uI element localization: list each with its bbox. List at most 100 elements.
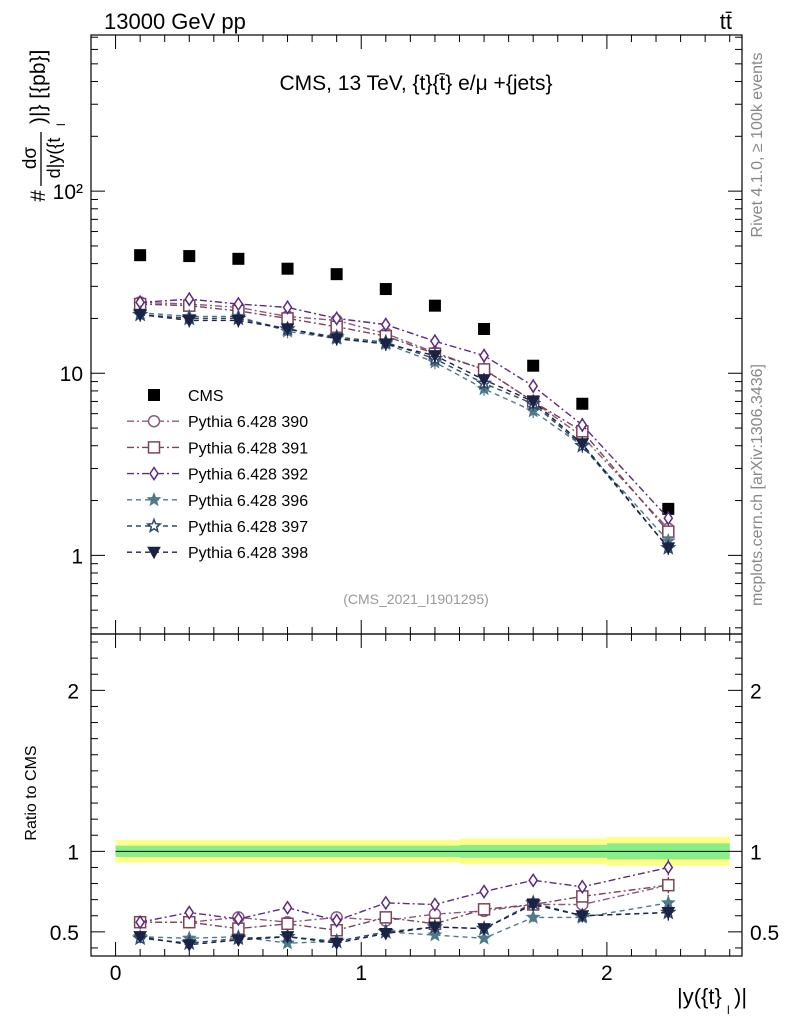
ylabel-subscript: l xyxy=(54,123,68,126)
data-point xyxy=(331,311,342,326)
legend-label: Pythia 6.428 397 xyxy=(188,519,308,536)
data-point xyxy=(430,897,440,912)
data-point xyxy=(576,397,589,410)
legend-entry: Pythia 6.428 390 xyxy=(127,414,308,431)
xlabel-main: |y({t} xyxy=(677,984,722,1009)
data-point xyxy=(662,878,675,892)
data-point xyxy=(663,860,674,875)
legend-entry: Pythia 6.428 397 xyxy=(127,517,308,536)
main-series-pythia-6-428-398 xyxy=(133,307,676,555)
ratio-ytick-label-right: 1 xyxy=(750,841,762,864)
data-point xyxy=(378,338,393,351)
data-point xyxy=(232,252,245,265)
data-point xyxy=(281,262,294,275)
data-point xyxy=(526,898,541,912)
data-point xyxy=(477,903,491,916)
legend-entry: CMS xyxy=(148,388,224,405)
process-label: tt̄ xyxy=(720,9,732,34)
data-point xyxy=(430,333,440,349)
legend-label: Pythia 6.428 398 xyxy=(188,545,308,562)
ylabel-suffix: )|} [{pb}] xyxy=(27,50,50,124)
ratio-ytick-label-right: 2 xyxy=(750,680,762,703)
data-point xyxy=(182,939,197,952)
ratio-ylabel: Ratio to CMS xyxy=(23,745,40,840)
series-line xyxy=(140,313,669,549)
main-ylabel: # dσ d|y({t l )|} [{pb}] xyxy=(20,50,68,202)
data-point xyxy=(329,333,344,346)
main-ytick-label: 10² xyxy=(53,181,83,204)
data-point xyxy=(428,921,442,935)
main-ytick-label: 1 xyxy=(71,545,83,568)
ratio-ytick-label: 0.5 xyxy=(50,922,79,945)
data-point xyxy=(577,417,588,433)
data-point xyxy=(133,309,147,322)
data-point xyxy=(231,314,246,328)
data-point xyxy=(280,931,295,944)
data-point xyxy=(526,395,541,409)
series-line xyxy=(140,312,669,542)
legend-marker xyxy=(147,441,161,454)
data-point xyxy=(233,911,244,927)
main-series-pythia-6-428-392 xyxy=(135,291,674,526)
xlabel-subscript: l xyxy=(727,1003,730,1017)
legend-label: Pythia 6.428 391 xyxy=(188,440,308,457)
data-point xyxy=(330,268,343,281)
ylabel-numerator: dσ xyxy=(20,147,41,170)
series-line xyxy=(140,301,669,530)
analysis-id: (CMS_2021_I1901295) xyxy=(343,591,489,607)
ratio-bands-layer xyxy=(115,836,730,866)
data-point xyxy=(577,879,588,895)
data-point xyxy=(478,322,491,335)
data-point xyxy=(379,283,392,296)
ratio-frame xyxy=(90,633,743,957)
data-point xyxy=(380,317,391,332)
legend-entry: Pythia 6.428 396 xyxy=(127,491,308,510)
source-label: mcplots.cern.ch [arXiv:1306.3436] xyxy=(749,364,766,606)
data-point xyxy=(282,900,293,916)
legend-marker xyxy=(148,389,160,401)
data-point xyxy=(331,913,342,928)
ratio-series-layer xyxy=(132,859,677,952)
ratio-series-pythia-6-428-398 xyxy=(133,898,676,952)
data-point xyxy=(182,314,197,328)
xtick-label: 1 xyxy=(355,962,367,985)
legend-marker xyxy=(149,466,159,481)
xtick-label: 0 xyxy=(110,962,122,985)
main-axes: 1 10 10² xyxy=(53,35,742,634)
data-point xyxy=(525,909,541,924)
legend-entry: Pythia 6.428 398 xyxy=(127,545,308,562)
legend: CMS Pythia 6.428 390 Pythia 6.428 391 Pythi… xyxy=(127,388,308,562)
ratio-series-pythia-6-428-392 xyxy=(135,859,674,930)
ratio-series-pythia-6-428-390 xyxy=(133,877,675,929)
legend-marker xyxy=(147,546,161,560)
main-series-layer xyxy=(132,249,677,555)
legend-marker xyxy=(145,517,163,533)
legend-marker xyxy=(146,491,162,507)
data-point xyxy=(477,923,491,936)
xlabel: |y({t} l )| xyxy=(677,984,747,1017)
data-point xyxy=(477,374,491,387)
data-point xyxy=(479,348,489,363)
legend-entry: Pythia 6.428 391 xyxy=(127,440,308,457)
data-point xyxy=(661,542,676,555)
series-line xyxy=(140,298,669,519)
data-point xyxy=(183,250,196,263)
data-point xyxy=(575,910,590,923)
series-line xyxy=(140,902,669,944)
series-line xyxy=(140,884,669,931)
main-title: CMS, 13 TeV, {t}{t̄} e/μ +{jets} xyxy=(279,72,552,95)
ylabel-prefix: # xyxy=(27,190,50,202)
data-point xyxy=(379,911,393,924)
legend-label: Pythia 6.428 392 xyxy=(188,467,308,484)
data-point xyxy=(281,917,294,931)
series-line xyxy=(139,903,669,946)
ratio-axes: 0.5 0.5 1 1 2 2 0 1 2 xyxy=(50,634,779,985)
data-point xyxy=(133,931,147,944)
xtick-label: 2 xyxy=(601,962,613,985)
data-point xyxy=(479,884,489,899)
legend-entry: Pythia 6.428 392 xyxy=(127,466,308,484)
legend-label: CMS xyxy=(188,388,224,405)
beam-label: 13000 GeV pp xyxy=(104,9,246,34)
ratio-ytick-label: 2 xyxy=(67,680,79,703)
data-point xyxy=(135,914,146,930)
